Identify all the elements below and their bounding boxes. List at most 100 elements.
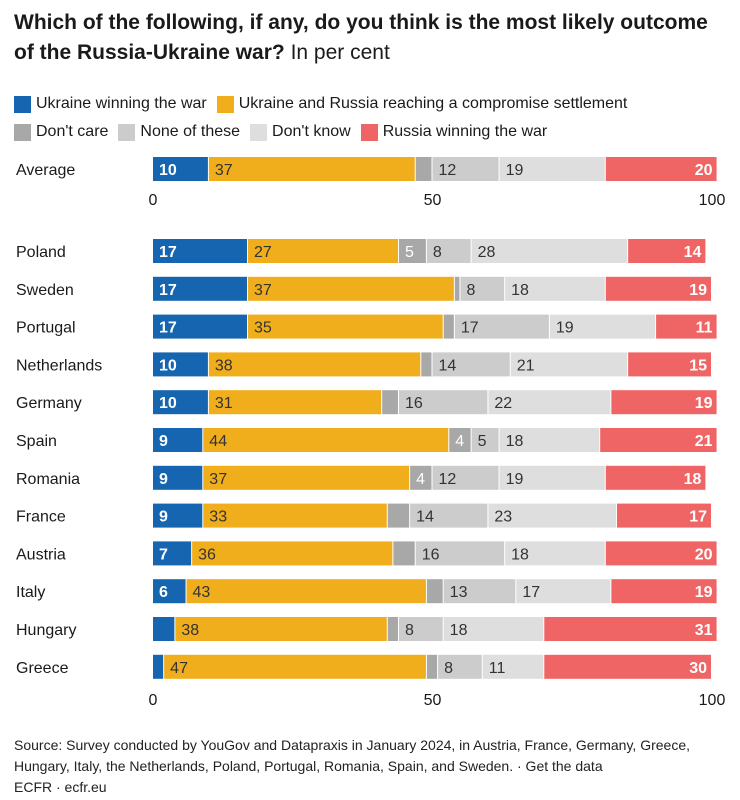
category-label: Sweden [16, 282, 74, 299]
data-label: 12 [439, 162, 457, 179]
legend-swatch [250, 123, 268, 141]
data-label: 14 [439, 357, 457, 374]
bar-segment [153, 157, 208, 181]
data-label: 14 [416, 509, 434, 526]
data-label: 44 [209, 433, 227, 450]
bar-segment [153, 276, 248, 301]
category-label: Portugal [16, 320, 76, 337]
category-label: Italy [16, 584, 45, 601]
data-label: 21 [695, 433, 713, 450]
bar-segment [499, 157, 605, 181]
bar-segment [387, 617, 398, 641]
category-label: France [16, 509, 66, 526]
bar-segment [208, 390, 382, 415]
bar-segment [544, 617, 717, 641]
data-label: 18 [450, 622, 468, 639]
data-label: 11 [696, 320, 713, 337]
bar-segment [449, 428, 471, 452]
legend-row-1: Ukraine winning the war Ukraine and Russ… [14, 90, 729, 118]
data-label: 23 [494, 509, 512, 526]
legend-item-none-of-these: None of these [118, 123, 240, 141]
data-label: 19 [695, 584, 713, 601]
legend-swatch [14, 123, 31, 141]
data-label: 17 [522, 584, 540, 601]
data-label: 18 [511, 546, 529, 563]
bar-segment [153, 541, 192, 566]
legend-item-russia-winning: Russia winning the war [360, 123, 547, 141]
bar-segment [544, 654, 711, 679]
bar-segment [153, 428, 203, 452]
data-label: 18 [506, 433, 524, 450]
data-label: 38 [215, 357, 233, 374]
bar-segment [443, 579, 516, 604]
data-label: 31 [215, 395, 233, 412]
bar-segment [432, 465, 499, 490]
data-label: 9 [159, 433, 168, 450]
bar-segment [471, 428, 499, 452]
category-label: Romania [16, 471, 80, 488]
bar-segment [443, 617, 544, 641]
bar-segment [203, 465, 410, 490]
bar-segment [656, 314, 717, 339]
bar-segment [415, 157, 432, 181]
data-label: 20 [695, 546, 713, 563]
bar-segment [471, 239, 628, 263]
bar-segment [505, 276, 605, 301]
bar-segment [192, 541, 393, 566]
legend-item-compromise: Ukraine and Russia reaching a compromise… [216, 95, 628, 113]
source-note: Source: Survey conducted by YouGov and D… [14, 735, 729, 798]
chart-title: Which of the following, if any, do you t… [14, 11, 708, 64]
data-label: 12 [439, 471, 457, 488]
bar-segment [488, 390, 611, 415]
chart-title-block: Which of the following, if any, do you t… [14, 8, 729, 68]
bar-segment [393, 541, 415, 566]
data-label: 18 [511, 282, 529, 299]
bar-segment [628, 352, 711, 377]
legend-swatch [360, 123, 378, 141]
bar-segment [153, 503, 203, 528]
bar-segment [203, 428, 449, 452]
bar-segment [549, 314, 656, 339]
category-label: Average [16, 162, 75, 179]
data-label: 10 [159, 357, 177, 374]
data-label: 8 [466, 282, 475, 299]
bar-segment [208, 352, 421, 377]
data-label: 8 [433, 244, 442, 261]
legend-swatch [216, 95, 234, 113]
data-label: 10 [159, 162, 177, 179]
data-label: 43 [193, 584, 211, 601]
bar-segment [153, 352, 208, 377]
data-label: 8 [405, 622, 414, 639]
data-label: 14 [684, 244, 702, 261]
bar-segment [628, 239, 706, 263]
x-tick-label: 50 [424, 692, 442, 709]
data-label: 9 [159, 471, 168, 488]
data-label: 18 [684, 471, 702, 488]
data-label: 20 [695, 162, 713, 179]
data-label: 31 [695, 622, 713, 639]
category-label: Greece [16, 660, 69, 677]
bar-segment [410, 503, 488, 528]
chart-subtitle: In per cent [290, 41, 390, 64]
bar-segment [153, 579, 186, 604]
bar-segment [415, 541, 505, 566]
bar-segment [398, 617, 443, 641]
data-label: 28 [478, 244, 496, 261]
legend-label: Ukraine and Russia reaching a compromise… [238, 95, 628, 112]
bar-segment [248, 314, 443, 339]
data-label: 17 [689, 509, 707, 526]
data-label: 21 [517, 357, 535, 374]
bar-segment [175, 617, 387, 641]
category-label: Netherlands [16, 357, 102, 374]
bar-segment [443, 314, 454, 339]
data-label: 35 [254, 320, 272, 337]
data-label: 47 [170, 660, 188, 677]
legend-item-dont-care: Don't care [14, 123, 108, 141]
data-label: 36 [198, 546, 216, 563]
data-label: 17 [159, 320, 177, 337]
bar-segment [387, 503, 410, 528]
category-label: Poland [16, 244, 66, 261]
data-label: 13 [450, 584, 468, 601]
bar-segment [438, 654, 482, 679]
